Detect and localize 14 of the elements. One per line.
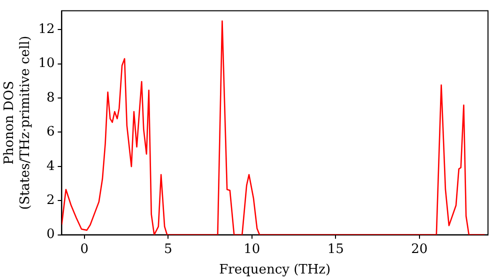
x-axis-title: Frequency (THz) bbox=[219, 262, 331, 278]
y-tick-label: 8 bbox=[46, 90, 55, 106]
y-tick-label: 2 bbox=[46, 192, 55, 208]
x-tick-label: 20 bbox=[411, 242, 428, 257]
x-tick-label: 0 bbox=[80, 242, 88, 257]
y-tick-label: 10 bbox=[38, 56, 55, 72]
y-tick-label: 6 bbox=[46, 124, 55, 140]
y-axis-title: Phonon DOS (States/THz·primitive cell) bbox=[2, 36, 33, 210]
x-tick-label: 15 bbox=[327, 242, 344, 257]
y-tick-label: 4 bbox=[46, 158, 55, 174]
y-tick-label: 12 bbox=[38, 22, 55, 37]
x-tick-label: 5 bbox=[164, 242, 172, 257]
y-tick-label: 0 bbox=[46, 227, 55, 242]
x-tick-label: 10 bbox=[244, 242, 260, 257]
